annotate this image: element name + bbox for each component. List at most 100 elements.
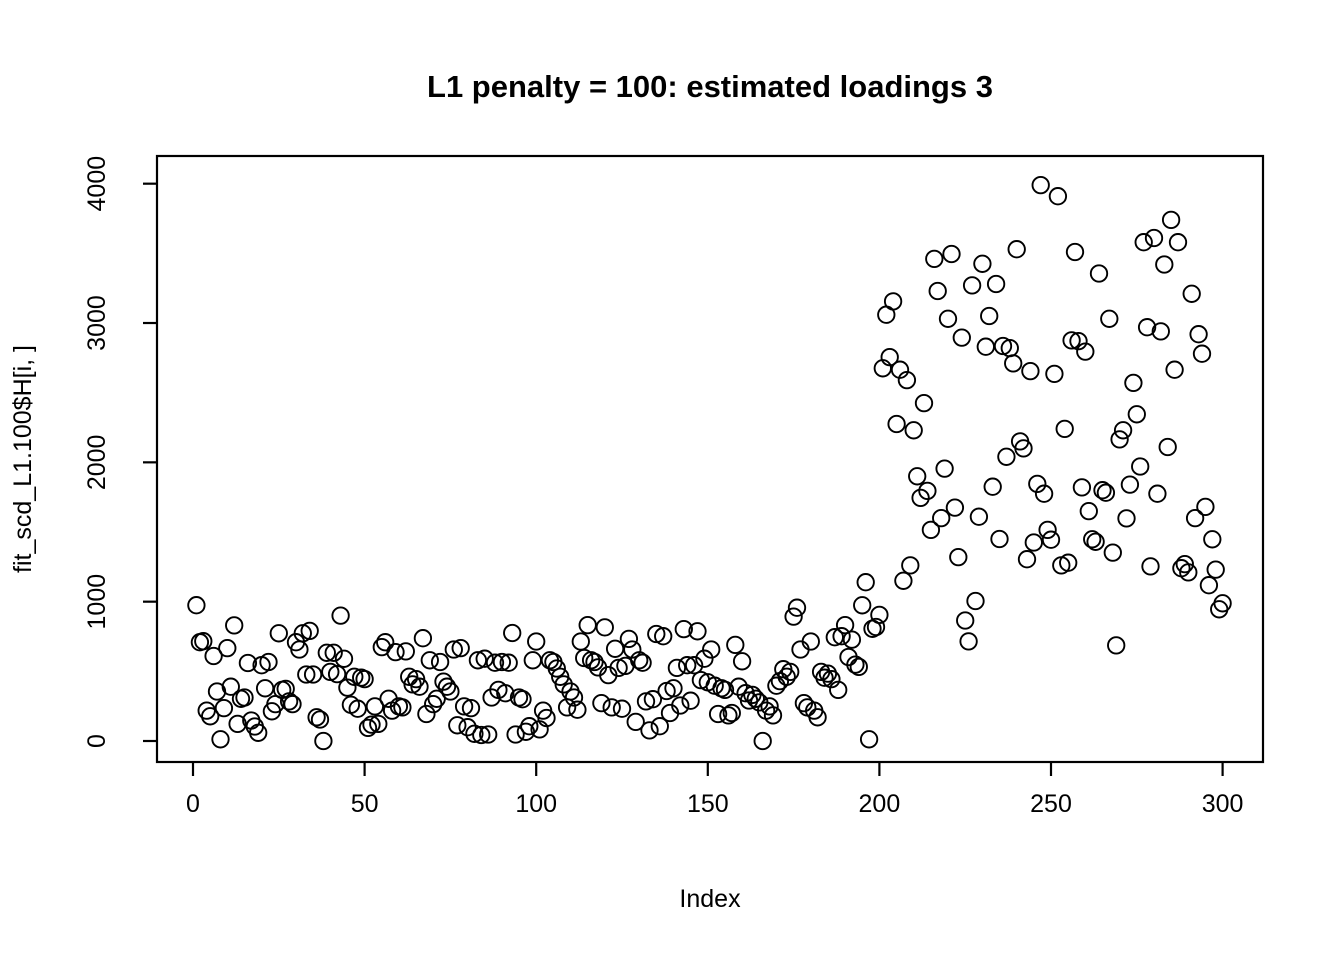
data-point [932,508,951,528]
data-point [911,488,930,508]
data-point [1069,331,1088,351]
y-tick-label: 4000 [83,156,111,212]
data-point [887,414,906,434]
data-point [211,730,230,749]
data-point [962,276,982,295]
data-point [327,664,347,684]
x-tick-label: 50 [351,790,379,818]
data-point [454,697,474,716]
data-point [238,653,258,673]
data-point [554,675,573,694]
data-point [753,731,772,751]
data-point [307,708,326,727]
data-point [695,649,714,668]
data-point [259,652,278,672]
data-point [904,421,923,440]
data-point [1134,233,1153,252]
data-point [787,598,807,617]
data-point [654,627,673,646]
data-point [221,677,240,696]
data-point [949,547,968,567]
data-point [201,707,220,726]
data-point [503,623,522,643]
data-point [602,698,621,717]
data-point [1086,532,1105,551]
data-point [393,698,412,717]
data-point [914,393,934,413]
data-point [1158,437,1177,457]
data-point [1103,543,1122,562]
data-point [537,708,556,728]
data-point [908,467,927,486]
x-tick-label: 250 [1030,790,1072,818]
data-point [842,630,862,649]
data-point [832,627,851,646]
data-point [1137,318,1157,337]
data-point [808,708,827,727]
data-point [880,347,899,367]
data-point [1062,331,1081,350]
data-point [506,725,525,744]
data-point [853,596,872,615]
data-point [1034,484,1054,503]
plot-box [155,154,1265,764]
data-point [918,481,937,501]
data-point [249,723,268,742]
data-point [1199,576,1219,595]
data-point [894,571,913,590]
data-point [595,618,614,637]
data-point [358,718,378,738]
data-point [465,724,484,743]
data-point [331,606,350,625]
data-point [479,725,498,744]
data-point [499,653,518,672]
data-point [334,649,354,668]
data-point [684,656,704,675]
data-point [633,653,652,672]
data-point [859,730,879,749]
data-point [1189,325,1208,344]
data-point [956,611,975,630]
data-point [592,693,611,713]
data-point [461,698,481,718]
data-point [492,652,512,672]
data-point [612,699,632,718]
data-point [715,680,735,700]
data-point [1031,175,1050,195]
data-point [527,632,546,651]
data-point [1155,255,1174,274]
data-point [235,688,254,707]
data-point [952,328,971,347]
data-point [225,616,244,635]
data-point [835,615,855,635]
data-point [585,652,604,672]
data-point [434,672,453,691]
data-point [1041,530,1061,549]
data-point [781,662,800,682]
data-point [671,696,690,715]
data-point [1151,322,1170,341]
data-point [959,632,978,651]
data-point [777,667,796,686]
data-point [578,615,597,635]
data-point [1117,509,1136,528]
data-point [732,652,752,671]
data-point [485,653,505,672]
data-point [1055,419,1074,439]
data-point [767,676,786,695]
data-point [1203,530,1222,549]
data-point [369,714,388,734]
data-point [942,244,961,264]
data-point [969,507,989,526]
data-point [1192,344,1212,363]
data-point [1096,483,1116,502]
data-point [784,607,803,626]
data-point [1124,373,1143,393]
data-point [619,629,639,649]
data-point [448,716,467,735]
data-point [938,309,958,328]
data-point [746,689,765,708]
x-axis-label: Index [679,885,741,913]
data-point [890,360,910,379]
